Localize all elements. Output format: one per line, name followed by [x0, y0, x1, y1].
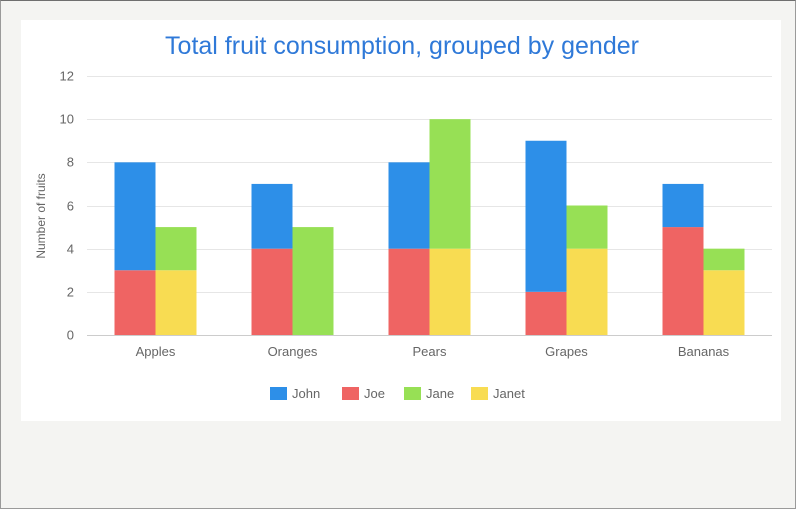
bar-jane-oranges[interactable]: [292, 227, 334, 335]
bar-jane-pears[interactable]: [429, 119, 471, 249]
x-tick-label: Bananas: [678, 344, 730, 359]
bar-john-oranges[interactable]: [251, 183, 293, 249]
legend-swatch-joe[interactable]: [342, 387, 359, 400]
stacked-bar-chart: Total fruit consumption, grouped by gend…: [34, 32, 772, 401]
y-axis-ticks: 0 2 4 6 8 10 12: [60, 69, 74, 343]
bar-john-grapes[interactable]: [525, 140, 567, 292]
bar-janet-pears[interactable]: [429, 248, 471, 335]
bar-jane-bananas[interactable]: [703, 248, 745, 271]
legend-label-jane[interactable]: Jane: [426, 386, 454, 401]
y-tick-label: 0: [67, 328, 74, 343]
chart-card: Total fruit consumption, grouped by gend…: [21, 20, 781, 421]
y-tick-label: 8: [67, 155, 74, 170]
bar-janet-grapes[interactable]: [566, 248, 608, 335]
bar-joe-oranges[interactable]: [251, 248, 293, 335]
bar-joe-pears[interactable]: [388, 248, 430, 335]
legend: John Joe Jane Janet: [270, 386, 525, 401]
x-tick-label: Grapes: [545, 344, 588, 359]
bar-jane-apples[interactable]: [155, 227, 197, 271]
bar-john-pears[interactable]: [388, 162, 430, 249]
bar-joe-bananas[interactable]: [662, 227, 704, 335]
bar-joe-apples[interactable]: [114, 270, 156, 335]
x-tick-label: Apples: [136, 344, 176, 359]
x-axis-ticks: Apples Oranges Pears Grapes Bananas: [136, 344, 730, 359]
y-tick-label: 4: [67, 242, 74, 257]
bar-john-apples[interactable]: [114, 162, 156, 271]
bar-series: [114, 119, 745, 335]
legend-swatch-john[interactable]: [270, 387, 287, 400]
y-tick-label: 12: [60, 69, 74, 84]
y-tick-label: 2: [67, 285, 74, 300]
x-tick-label: Oranges: [268, 344, 318, 359]
legend-label-janet[interactable]: Janet: [493, 386, 525, 401]
x-tick-label: Pears: [413, 344, 447, 359]
legend-swatch-janet[interactable]: [471, 387, 488, 400]
legend-swatch-jane[interactable]: [404, 387, 421, 400]
y-tick-label: 10: [60, 112, 74, 127]
chart-title: Total fruit consumption, grouped by gend…: [165, 32, 639, 60]
bar-joe-grapes[interactable]: [525, 291, 567, 335]
legend-label-john[interactable]: John: [292, 386, 320, 401]
bar-janet-bananas[interactable]: [703, 270, 745, 335]
legend-label-joe[interactable]: Joe: [364, 386, 385, 401]
y-axis-title: Number of fruits: [34, 173, 48, 258]
bar-janet-apples[interactable]: [155, 270, 197, 335]
bar-john-bananas[interactable]: [662, 183, 704, 228]
y-tick-label: 6: [67, 199, 74, 214]
bar-jane-grapes[interactable]: [566, 205, 608, 249]
